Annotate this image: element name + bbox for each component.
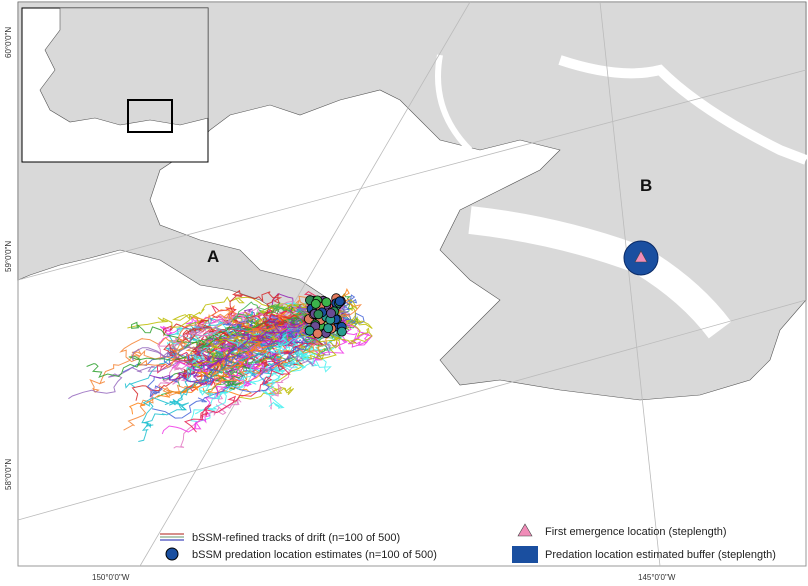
predation-point bbox=[313, 309, 324, 320]
label-b: B bbox=[640, 176, 652, 195]
predation-point bbox=[310, 298, 321, 309]
predation-point bbox=[336, 326, 347, 337]
lon-label: 150°0'0"W bbox=[92, 573, 130, 582]
drift-track bbox=[151, 317, 323, 419]
legend: bSSM-refined tracks of drift (n=100 of 5… bbox=[160, 523, 776, 563]
predation-point bbox=[334, 296, 345, 307]
legend-text: Predation location estimated buffer (ste… bbox=[545, 549, 776, 561]
drift-track bbox=[202, 300, 327, 396]
drift-track bbox=[299, 298, 373, 361]
label-a: A bbox=[207, 247, 219, 266]
drift-track bbox=[68, 303, 348, 400]
drift-track bbox=[173, 325, 323, 449]
river bbox=[435, 54, 473, 153]
legend-point-swatch bbox=[165, 547, 179, 561]
drift-track bbox=[178, 316, 314, 386]
lon-label: 145°0'0"W bbox=[638, 573, 676, 582]
inset-land bbox=[39, 7, 209, 126]
predation-point bbox=[326, 308, 336, 319]
predation-point bbox=[323, 323, 334, 334]
lat-label: 59°0'0"N bbox=[4, 241, 13, 272]
legend-text: First emergence location (steplength) bbox=[545, 526, 727, 538]
drift-tracks bbox=[68, 287, 373, 449]
drift-track bbox=[141, 308, 307, 427]
predation-points bbox=[303, 293, 347, 339]
drift-track bbox=[203, 324, 347, 392]
legend-text: bSSM-refined tracks of drift (n=100 of 5… bbox=[192, 532, 400, 544]
drift-track bbox=[137, 309, 311, 369]
lat-label: 60°0'0"N bbox=[4, 27, 13, 58]
predation-point bbox=[312, 328, 323, 339]
inlet bbox=[558, 55, 808, 165]
drift-track bbox=[157, 304, 331, 361]
graticule bbox=[17, 1, 807, 567]
lat-label: 58°0'0"N bbox=[4, 459, 13, 490]
drift-track bbox=[198, 327, 322, 400]
drift-track bbox=[229, 289, 341, 326]
drift-track bbox=[124, 310, 308, 389]
inset-extent bbox=[127, 99, 173, 133]
drift-track bbox=[233, 322, 350, 404]
legend-buffer-swatch bbox=[512, 546, 538, 563]
legend-text: bSSM predation location estimates (n=100… bbox=[192, 549, 437, 561]
emergence-marker bbox=[634, 250, 648, 263]
land bbox=[17, 1, 807, 401]
legend-triangle bbox=[517, 523, 533, 537]
predation-point bbox=[321, 297, 332, 308]
drift-track bbox=[183, 327, 324, 433]
